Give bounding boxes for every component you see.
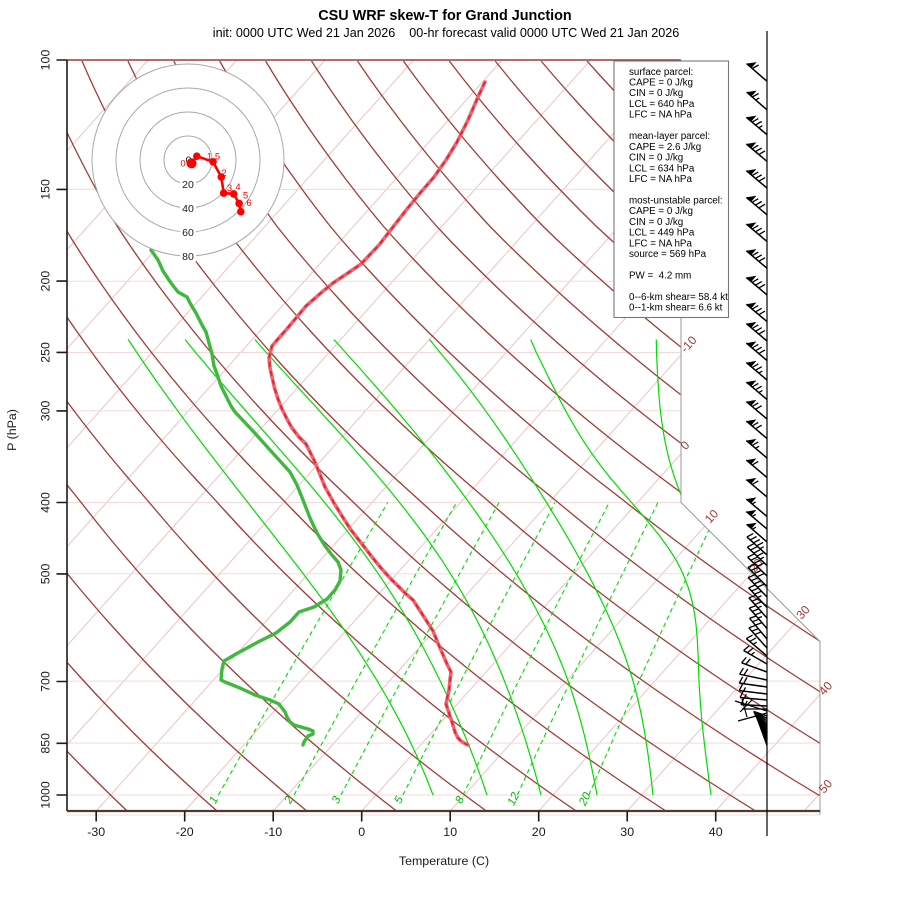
svg-text:4: 4 (235, 182, 240, 193)
svg-text:6: 6 (246, 198, 251, 209)
svg-text:LCL = 449 hPa: LCL = 449 hPa (629, 228, 695, 239)
svg-text:LFC = NA hPa: LFC = NA hPa (629, 238, 692, 249)
svg-text:250: 250 (39, 342, 53, 363)
svg-text:init: 0000 UTC Wed 21 Jan 2026: init: 0000 UTC Wed 21 Jan 2026 00-hr for… (213, 26, 679, 40)
svg-text:200: 200 (39, 271, 53, 292)
svg-text:most-unstable parcel:: most-unstable parcel: (629, 195, 723, 206)
svg-text:surface parcel:: surface parcel: (629, 67, 693, 78)
svg-text:60: 60 (182, 227, 194, 239)
svg-text:CAPE = 2.6 J/kg: CAPE = 2.6 J/kg (629, 142, 701, 153)
svg-text:LCL = 640 hPa: LCL = 640 hPa (629, 99, 695, 110)
svg-text:-10: -10 (264, 825, 282, 839)
svg-text:80: 80 (182, 251, 194, 263)
svg-text:CAPE = 0 J/kg: CAPE = 0 J/kg (629, 78, 693, 89)
svg-text:1000: 1000 (39, 781, 53, 809)
svg-text:LCL = 634 hPa: LCL = 634 hPa (629, 163, 695, 174)
svg-text:0--1-km shear= 6.6 kt: 0--1-km shear= 6.6 kt (629, 303, 723, 314)
svg-text:150: 150 (39, 179, 53, 200)
svg-text:12: 12 (506, 790, 523, 807)
svg-text:-30: -30 (87, 825, 105, 839)
svg-text:850: 850 (39, 733, 53, 754)
svg-text:300: 300 (39, 400, 53, 421)
svg-text:1: 1 (208, 795, 222, 806)
svg-text:500: 500 (39, 563, 53, 584)
svg-text:0: 0 (358, 825, 365, 839)
svg-text:100: 100 (39, 50, 53, 71)
svg-text:2: 2 (221, 168, 226, 179)
svg-text:400: 400 (39, 492, 53, 513)
svg-text:700: 700 (39, 671, 53, 692)
svg-text:3: 3 (330, 794, 344, 806)
svg-text:20: 20 (182, 179, 194, 191)
svg-text:1: 1 (207, 152, 212, 163)
svg-text:40: 40 (709, 825, 723, 839)
svg-text:CIN = 0 J/kg: CIN = 0 J/kg (629, 88, 683, 99)
svg-text:CAPE = 0 J/kg: CAPE = 0 J/kg (629, 206, 693, 217)
svg-text:P (hPa): P (hPa) (5, 409, 19, 451)
svg-text:LFC = NA hPa: LFC = NA hPa (629, 174, 692, 185)
svg-text:8: 8 (454, 794, 468, 806)
svg-text:source = 569 hPa: source = 569 hPa (629, 249, 707, 260)
svg-text:CSU WRF skew-T for Grand Junct: CSU WRF skew-T for Grand Junction (318, 8, 571, 24)
svg-text:10: 10 (443, 825, 457, 839)
svg-text:LFC = NA hPa: LFC = NA hPa (629, 110, 692, 121)
svg-text:40: 40 (182, 203, 194, 215)
svg-text:PW = 4.2 mm: PW = 4.2 mm (629, 271, 691, 282)
svg-text:20: 20 (577, 790, 594, 808)
svg-text:20: 20 (532, 825, 546, 839)
svg-text:mean-layer parcel:: mean-layer parcel: (629, 131, 710, 142)
svg-text:5: 5 (243, 191, 248, 202)
svg-text:0: 0 (180, 159, 185, 170)
svg-text:-20: -20 (176, 825, 194, 839)
svg-text:5: 5 (393, 794, 407, 806)
svg-text:3: 3 (227, 183, 232, 194)
svg-text:CIN = 0 J/kg: CIN = 0 J/kg (629, 153, 683, 164)
svg-text:CIN = 0 J/kg: CIN = 0 J/kg (629, 217, 683, 228)
svg-text:5: 5 (215, 152, 220, 163)
svg-text:0--6-km shear= 58.4 kt: 0--6-km shear= 58.4 kt (629, 292, 728, 303)
svg-text:30: 30 (620, 825, 634, 839)
svg-text:Temperature (C): Temperature (C) (399, 854, 489, 868)
